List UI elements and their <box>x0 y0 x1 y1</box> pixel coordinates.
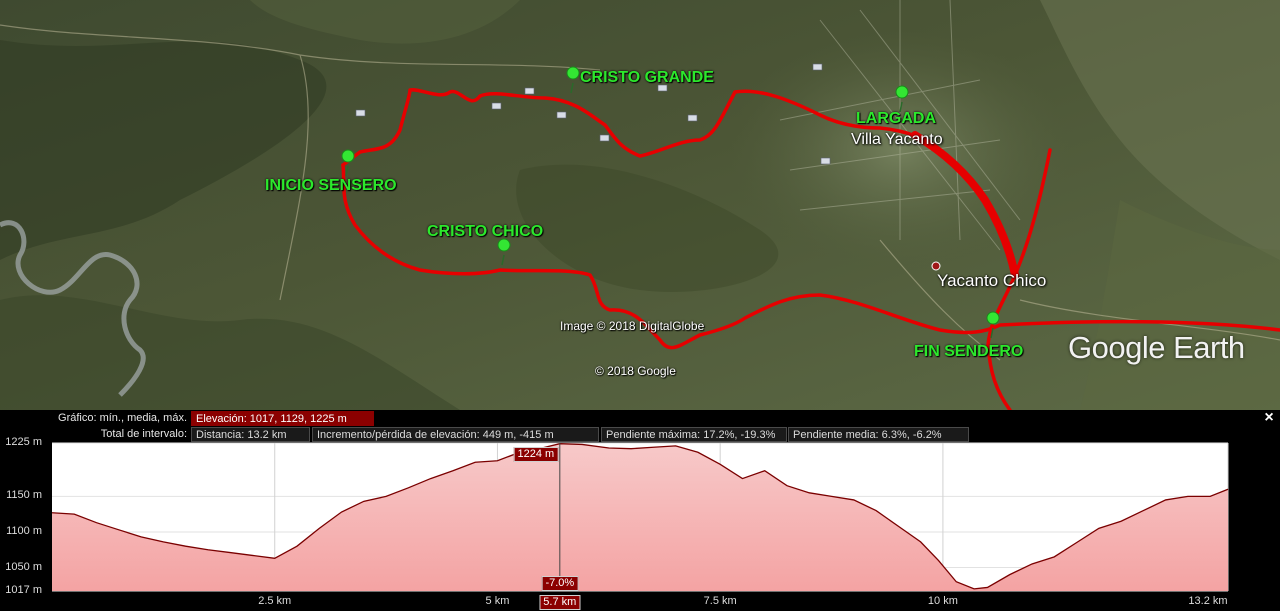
elevation-area <box>52 443 1228 591</box>
pin-icons <box>341 66 1000 339</box>
x-tick-label: 13.2 km <box>1188 595 1228 607</box>
elevation-stat: Elevación: 1017, 1129, 1225 m <box>191 411 374 426</box>
satellite-terrain <box>0 0 1280 410</box>
town-label-villa-yacanto[interactable]: Villa Yacanto <box>851 131 943 148</box>
y-tick-label: 1017 m <box>5 584 42 596</box>
placemark-largada[interactable]: LARGADA <box>856 110 936 127</box>
cursor-distance-label: 5.7 km <box>539 595 581 610</box>
placemark-cristo-grande[interactable]: CRISTO GRANDE <box>580 69 714 86</box>
x-tick-label: 7.5 km <box>703 595 737 607</box>
x-tick-label: 2.5 km <box>258 595 292 607</box>
placemark-inicio-sensero[interactable]: INICIO SENSERO <box>265 177 397 194</box>
cursor-elevation-tooltip: 1224 m <box>513 447 559 462</box>
graph-stats-label: Gráfico: mín., media, máx. <box>58 412 187 424</box>
elevation-profile-panel: Gráfico: mín., media, máx. Elevación: 10… <box>0 410 1280 611</box>
y-tick-label: 1100 m <box>6 524 42 537</box>
x-tick-label: 5 km <box>485 595 510 607</box>
map-view[interactable]: CRISTO GRANDE LARGADA INICIO SENSERO CRI… <box>0 0 1280 410</box>
town-label-yacanto-chico[interactable]: Yacanto Chico <box>937 271 1047 290</box>
distance-stat: Distancia: 13.2 km <box>191 427 310 442</box>
y-tick-label: 1050 m <box>5 560 42 573</box>
elevation-gain-loss-stat: Incremento/pérdida de elevación: 449 m, … <box>312 427 599 442</box>
copyright-credit: © 2018 Google <box>595 364 676 378</box>
cursor-slope-tooltip: -7.0% <box>541 576 579 591</box>
elevation-line <box>51 443 1229 590</box>
y-tick-label: 1150 m <box>6 489 42 502</box>
max-slope-stat: Pendiente máxima: 17.2%, -19.3% <box>601 427 787 442</box>
placemark-cristo-chico[interactable]: CRISTO CHICO <box>427 223 544 240</box>
x-tick-label: 10 km <box>927 595 958 607</box>
imagery-credit: Image © 2018 DigitalGlobe <box>560 319 705 333</box>
placemark-fin-sendero[interactable]: FIN SENDERO <box>914 343 1024 360</box>
google-earth-logo: Google Earth <box>1068 330 1245 365</box>
y-tick-label: 1225 m <box>5 436 42 448</box>
range-total-label: Total de intervalo: <box>100 428 187 440</box>
avg-slope-stat: Pendiente media: 6.3%, -6.2% <box>788 427 969 442</box>
close-icon[interactable]: × <box>1264 409 1274 426</box>
elevation-chart[interactable] <box>0 410 1280 611</box>
